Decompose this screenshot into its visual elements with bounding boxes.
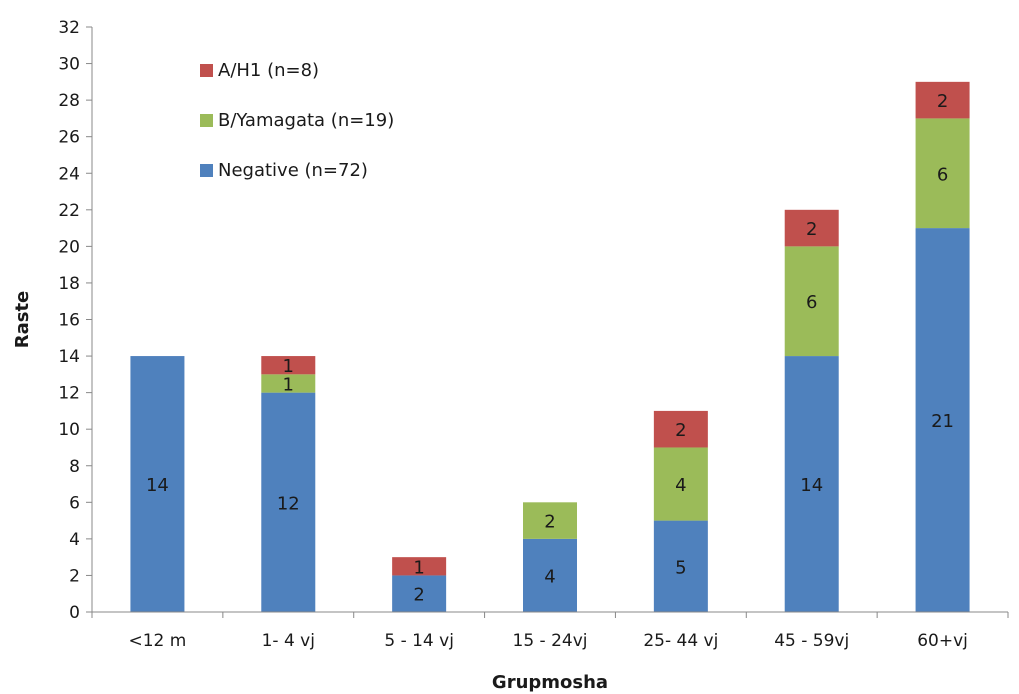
y-tick-label: 26 — [58, 128, 80, 148]
data-label: 4 — [675, 475, 686, 496]
y-tick-label: 28 — [58, 91, 80, 111]
data-label: 2 — [413, 585, 424, 606]
y-tick-label: 20 — [58, 237, 80, 257]
data-label: 5 — [675, 557, 686, 578]
x-tick-label: 25- 44 vj — [643, 631, 718, 651]
bar-segment — [915, 118, 970, 229]
data-label: 4 — [544, 566, 555, 587]
data-label: 12 — [277, 493, 300, 514]
y-tick-label: 18 — [58, 274, 80, 294]
legend-swatch — [200, 114, 213, 127]
bar-segment — [523, 538, 577, 612]
x-axis-tick-labels: <12 m 1- 4 vj 5 - 14 vj 15 - 24vj 25- 44 vj 4… — [91, 612, 1009, 651]
data-label: 1 — [283, 356, 294, 377]
y-tick-label: 10 — [58, 420, 80, 440]
y-tick-label: 0 — [69, 603, 80, 623]
bar-segment — [653, 410, 708, 448]
x-tick-label: 60+vj — [917, 631, 968, 651]
bar-segment — [784, 246, 839, 357]
y-tick-label: 2 — [69, 566, 80, 586]
bar-segment — [784, 209, 839, 247]
data-label: 14 — [146, 475, 169, 496]
bar-segment — [915, 228, 970, 612]
data-label: 2 — [937, 91, 948, 112]
bar-segment — [523, 502, 577, 539]
data-label: 14 — [800, 475, 823, 496]
y-tick-label: 8 — [69, 457, 80, 477]
data-label: 2 — [544, 512, 555, 533]
data-label: 1 — [283, 374, 294, 395]
legend-swatch — [200, 64, 213, 77]
data-label: 2 — [806, 219, 817, 240]
y-tick-label: 6 — [69, 493, 80, 513]
bar-segment — [261, 356, 316, 375]
y-tick-label: 12 — [58, 384, 80, 404]
legend-swatch — [200, 164, 213, 177]
data-label: 6 — [937, 164, 948, 185]
y-tick-label: 14 — [58, 347, 80, 367]
y-axis-title: Raste — [12, 291, 33, 349]
bar-segment — [261, 392, 316, 612]
y-tick-label: 32 — [58, 18, 80, 38]
bar-segment — [915, 81, 970, 119]
x-tick-label: 15 - 24vj — [513, 631, 588, 651]
bar-segment — [130, 356, 185, 612]
data-label: 21 — [931, 411, 954, 432]
legend-label: Negative (n=72) — [218, 160, 368, 181]
legend-label: A/H1 (n=8) — [218, 60, 319, 81]
y-tick-label: 16 — [58, 311, 80, 331]
x-axis-title: Grupmosha — [492, 672, 608, 693]
y-tick-label: 4 — [69, 530, 80, 550]
y-tick-label: 30 — [58, 55, 80, 75]
x-tick-label: 5 - 14 vj — [384, 631, 454, 651]
data-label: 2 — [675, 420, 686, 441]
x-tick-label: <12 m — [129, 631, 187, 651]
bar-segment — [392, 557, 447, 576]
data-label: 1 — [413, 557, 424, 578]
x-tick-label: 45 - 59vj — [774, 631, 849, 651]
y-tick-label: 24 — [58, 164, 80, 184]
bar-segment — [653, 520, 708, 612]
legend: A/H1 (n=8) B/Yamagata (n=19) Negative (n=7… — [200, 60, 394, 181]
bar-segment — [392, 575, 447, 612]
data-label: 6 — [806, 292, 817, 313]
legend-label: B/Yamagata (n=19) — [218, 110, 394, 131]
y-tick-label: 22 — [58, 201, 80, 221]
bar-segment — [261, 374, 316, 393]
bar-segment — [784, 356, 839, 612]
bar-segment — [653, 447, 708, 521]
x-tick-label: 1- 4 vj — [262, 631, 315, 651]
